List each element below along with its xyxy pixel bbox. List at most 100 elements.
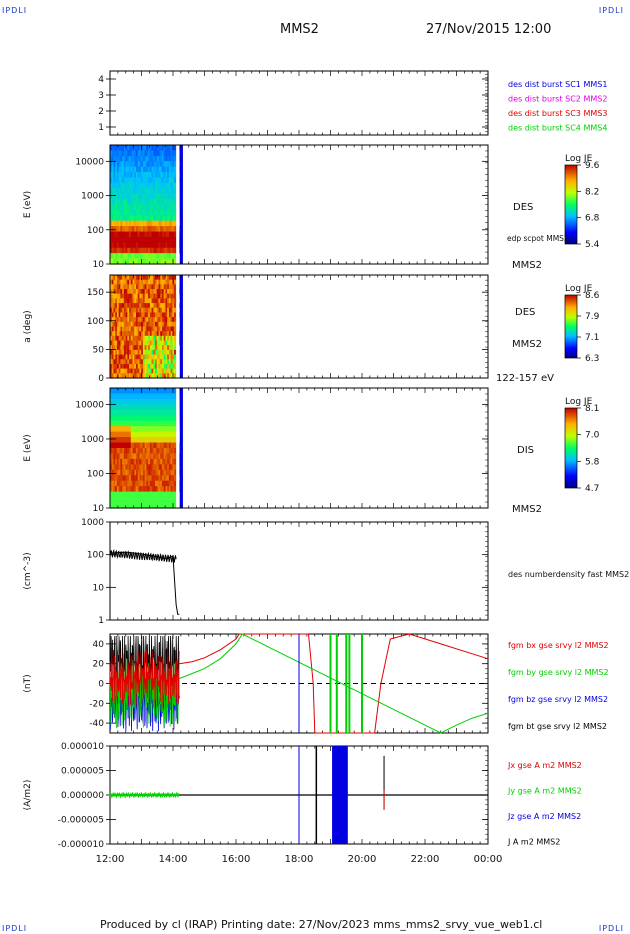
- dis-energy-cell: [172, 486, 175, 493]
- des-pitch-cell: [142, 359, 146, 365]
- des-energy-cell: [148, 155, 151, 162]
- des-energy-cell: [149, 242, 153, 249]
- des-energy-cell: [158, 247, 161, 254]
- des-pitch-cell: [158, 307, 161, 314]
- dis-energy-cell: [167, 475, 170, 482]
- dis-energy-cell: [170, 420, 173, 427]
- des-energy-cell: [122, 226, 125, 233]
- des-energy-cell: [122, 247, 125, 254]
- des-energy-cell: [122, 236, 125, 243]
- des-energy-ytick-label: 100: [87, 226, 104, 236]
- des-pitch-cell: [158, 279, 161, 285]
- dis-energy-cell: [167, 448, 170, 455]
- dis-energy-cell: [149, 393, 153, 400]
- dis-energy-cell: [141, 404, 144, 411]
- dis-energy-cell: [120, 453, 123, 460]
- des-pitch-cell: [135, 354, 139, 360]
- des-energy-cell: [165, 209, 168, 216]
- des-pitch-cell: [132, 284, 135, 290]
- des-pitch-cell: [174, 279, 177, 285]
- des-energy-cell: [158, 220, 161, 227]
- des-pitch-cell: [132, 321, 135, 328]
- des-energy-cell: [127, 145, 130, 152]
- des-pitch-cell: [165, 317, 168, 323]
- des-energy-cell: [146, 226, 149, 233]
- dis-energy-cell: [129, 480, 132, 487]
- des-energy-cell: [167, 242, 170, 249]
- des-energy-cell: [113, 177, 116, 184]
- des-pitch-cell: [137, 359, 141, 365]
- dis-energy-cell: [172, 415, 175, 422]
- des-energy-cell: [113, 220, 116, 227]
- dis-energy-cell: [118, 426, 121, 433]
- des-pitch-cell: [153, 289, 156, 295]
- des-pitch-cell: [146, 331, 149, 337]
- des-pitch-cell: [132, 317, 135, 323]
- dis-energy-cell: [134, 393, 137, 400]
- dis-energy-cell: [172, 404, 175, 411]
- des-energy-cell: [129, 247, 132, 254]
- des-pitch-cell: [139, 321, 142, 328]
- des-energy-cell: [116, 220, 120, 227]
- burst-panel-ytick-label: 3: [98, 91, 104, 101]
- dis-energy-cell: [123, 431, 127, 438]
- des-pitch-cell: [125, 354, 128, 360]
- dis-energy-cell: [142, 448, 146, 455]
- des-energy-cell: [160, 182, 163, 189]
- dis-energy-cell: [149, 420, 153, 427]
- des-energy-cell: [165, 220, 168, 227]
- fgm-ylabel: (nT): [23, 674, 33, 692]
- dis-energy-cell: [118, 464, 121, 471]
- des-pitch-cell: [141, 284, 144, 290]
- des-energy-cell: [130, 177, 134, 184]
- dis-energy-cell: [139, 491, 142, 498]
- des-pitch-cell: [141, 303, 144, 309]
- des-pitch-cell: [174, 298, 177, 304]
- dis-energy-cell: [165, 469, 168, 476]
- dis-energy-colorbar-label: 4.7: [585, 484, 599, 494]
- dis-energy-cell: [110, 486, 113, 493]
- des-energy-cell: [120, 150, 123, 157]
- des-energy-cell: [153, 231, 156, 238]
- des-energy-cell: [172, 226, 175, 233]
- des-pitch-cell: [155, 326, 158, 332]
- dis-energy-cell: [155, 404, 158, 411]
- dis-energy-cell: [149, 404, 153, 411]
- dis-energy-cell: [134, 409, 137, 416]
- des-pitch-cell: [148, 312, 151, 318]
- dis-energy-cell: [135, 464, 139, 471]
- dis-energy-cell: [160, 442, 163, 449]
- burst-panel-legend-item: des dist burst SC3 MMS3: [508, 109, 607, 118]
- dis-energy-cell: [158, 420, 161, 427]
- des-energy-cell: [149, 161, 153, 168]
- des-pitch-cell: [130, 317, 134, 323]
- des-pitch-cell: [153, 275, 156, 281]
- dis-energy-cell: [160, 448, 163, 455]
- des-energy-cell: [137, 231, 141, 238]
- dis-energy-cell: [113, 475, 116, 482]
- des-pitch-colorbar-label: 7.9: [585, 312, 600, 322]
- dis-energy-cell: [116, 448, 120, 455]
- des-pitch-cell: [130, 368, 134, 374]
- dis-energy-cell: [156, 431, 160, 438]
- des-pitch-cell: [120, 284, 123, 290]
- dis-energy-cell: [161, 415, 165, 422]
- des-energy-cell: [137, 209, 141, 216]
- des-energy-cell: [113, 215, 116, 222]
- dis-energy-cell: [167, 409, 170, 416]
- dis-energy-cell: [113, 415, 116, 422]
- des-energy-cell: [130, 242, 134, 249]
- des-pitch-cell: [161, 373, 165, 379]
- des-pitch-cell: [113, 307, 116, 314]
- dis-energy-cell: [129, 448, 132, 455]
- des-energy-cell: [110, 253, 113, 260]
- dis-energy-cell: [111, 388, 115, 395]
- des-pitch-cell: [149, 340, 153, 346]
- dis-energy-cell: [151, 486, 154, 493]
- dis-energy-cell: [151, 491, 154, 498]
- des-pitch-cell: [168, 289, 172, 295]
- des-energy-cell: [125, 161, 128, 168]
- des-pitch-cell: [135, 363, 139, 370]
- dis-energy-cell: [156, 475, 160, 482]
- des-pitch-cell: [135, 331, 139, 337]
